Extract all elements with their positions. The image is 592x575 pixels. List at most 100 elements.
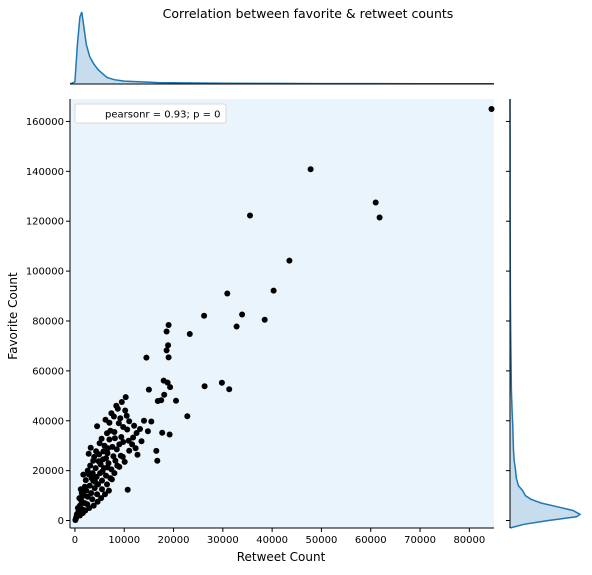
scatter-point — [161, 391, 168, 398]
scatter-point — [118, 399, 125, 405]
scatter-point — [138, 438, 145, 445]
scatter-point — [307, 166, 314, 173]
scatter-point — [111, 435, 118, 442]
x-tick-label: 10000 — [108, 535, 140, 546]
scatter-point — [87, 444, 94, 451]
plot-area — [70, 99, 494, 528]
scatter-point — [122, 394, 129, 401]
scatter-point — [106, 436, 113, 443]
right-marginal-kde — [506, 98, 582, 529]
scatter-point — [99, 477, 105, 484]
scatter-point — [165, 354, 172, 361]
scatter-point — [186, 331, 193, 337]
scatter-point — [115, 420, 122, 427]
x-tick-label: 20000 — [158, 535, 190, 546]
scatter-point — [167, 384, 174, 391]
scatter-point — [105, 487, 112, 494]
scatter-point — [98, 495, 105, 502]
scatter-point — [163, 347, 170, 354]
scatter-point — [118, 434, 125, 440]
scatter-point — [201, 312, 208, 319]
scatter-point — [117, 415, 124, 422]
scatter-point — [145, 386, 152, 393]
scatter-point — [126, 418, 133, 425]
scatter-point — [102, 491, 108, 498]
right-kde-line — [509, 98, 582, 529]
scatter-point — [88, 490, 95, 497]
scatter-point — [102, 416, 109, 423]
scatter-point — [93, 473, 100, 480]
scatter-point — [78, 490, 85, 497]
scatter-point — [239, 311, 246, 318]
scatter-point — [84, 467, 91, 474]
scatter-point — [94, 491, 101, 498]
scatter-point — [226, 386, 233, 393]
scatter-point — [104, 450, 111, 457]
scatter-point — [120, 424, 127, 430]
scatter-point — [116, 463, 123, 470]
scatter-point — [86, 505, 93, 511]
scatter-point — [97, 470, 104, 477]
legend: pearsonr = 0.93; p = 0 — [74, 103, 227, 124]
scatter-point — [144, 428, 151, 435]
scatter-point — [201, 383, 208, 390]
scatter-point — [132, 445, 139, 452]
x-tick-label: 50000 — [306, 535, 338, 546]
scatter-point — [137, 426, 143, 432]
scatter-point — [108, 476, 115, 483]
scatter-point — [143, 354, 150, 361]
scatter-point — [113, 446, 120, 453]
scatter-point — [86, 482, 93, 489]
scatter-point — [488, 106, 495, 112]
scatter-point — [97, 461, 104, 468]
scatter-point — [158, 397, 165, 404]
scatter-point — [163, 328, 170, 335]
scatter-point — [119, 453, 126, 460]
x-tick-label: 60000 — [355, 535, 387, 546]
scatter-point — [85, 450, 92, 457]
y-tick-label: 140000 — [26, 167, 64, 178]
scatter-point — [247, 212, 253, 219]
scatter-point — [131, 422, 138, 429]
scatter-point — [101, 442, 108, 449]
scatter-point — [165, 322, 172, 328]
scatter-point — [98, 435, 105, 442]
scatter-point — [126, 447, 133, 454]
right-marginal-ticks — [506, 120, 510, 522]
scatter-point — [270, 287, 277, 294]
scatter-points — [72, 106, 495, 523]
scatter-point — [164, 379, 171, 386]
scatter-point — [130, 434, 137, 441]
scatter-point — [218, 379, 225, 386]
scatter-point — [166, 431, 173, 438]
x-tick-label: 40000 — [256, 535, 288, 546]
scatter-point — [94, 423, 101, 430]
scatter-point — [108, 410, 115, 417]
scatter-point — [82, 477, 89, 484]
y-tick-label: 20000 — [32, 466, 64, 477]
scatter-point — [372, 199, 379, 206]
scatter-point — [90, 502, 97, 509]
scatter-point — [104, 481, 110, 488]
scatter-point — [109, 443, 116, 450]
scatter-point — [159, 429, 166, 436]
y-tick-label: 100000 — [26, 267, 64, 278]
scatter-point — [134, 451, 141, 458]
y-axis-label: Favorite Count — [6, 272, 20, 360]
scatter-point — [91, 453, 98, 460]
scatter-point — [121, 458, 128, 465]
scatter-point — [133, 430, 140, 436]
scatter-point — [80, 471, 87, 478]
scatter-point — [92, 465, 99, 472]
scatter-point — [89, 496, 96, 503]
scatter-point — [122, 407, 129, 414]
y-tick-label: 40000 — [32, 416, 64, 427]
scatter-point — [261, 316, 268, 323]
scatter-point — [286, 257, 293, 264]
scatter-point — [113, 402, 120, 409]
scatter-point — [233, 323, 240, 330]
scatter-point — [110, 453, 117, 460]
scatter-point — [148, 418, 155, 425]
